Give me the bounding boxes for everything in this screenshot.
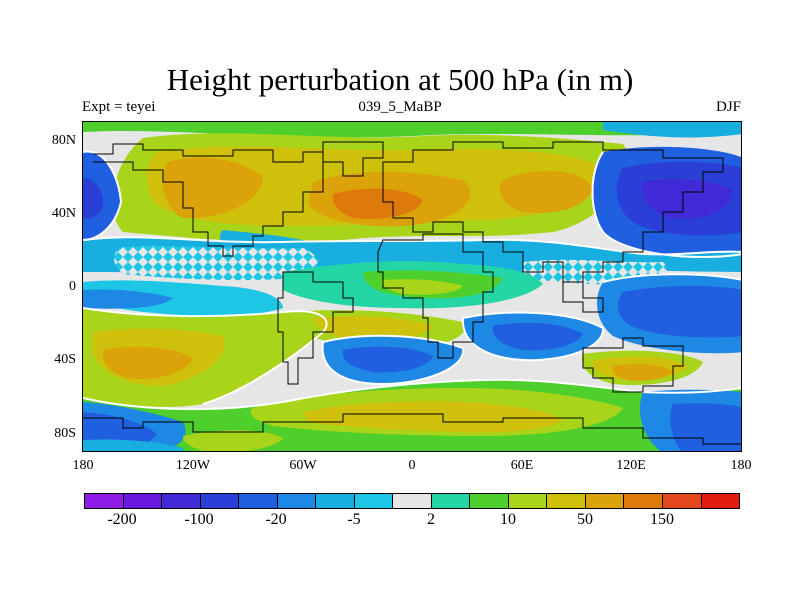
lon-label-60w: 60W	[289, 458, 317, 473]
colorbar-box	[624, 494, 663, 508]
lat-label-0: 0	[69, 279, 76, 294]
colorbar-box	[162, 494, 201, 508]
colorbar-label: -100	[184, 511, 214, 528]
field-tropic-blue-south	[83, 289, 173, 309]
colorbar-box	[585, 494, 625, 508]
contour-lines	[83, 150, 741, 411]
lon-label-0: 0	[408, 458, 416, 473]
coastline-south-america	[277, 271, 354, 385]
colorbar-box	[123, 494, 163, 508]
contour-line	[83, 150, 123, 241]
lat-label-40n: 40N	[51, 206, 76, 221]
field-nh-max-center	[332, 188, 423, 220]
coastline-maritime-continent	[562, 281, 604, 313]
contour-line	[602, 273, 741, 283]
colorbar-box	[277, 494, 317, 508]
continent-outlines	[83, 141, 741, 445]
lon-label-180e: 180	[730, 458, 752, 473]
field-sh-antarctic-lime	[183, 430, 283, 451]
colorbar-box	[470, 494, 509, 508]
field-sh-antarctic-cyan	[83, 439, 183, 451]
contour-line	[461, 311, 605, 362]
colorbar-label: 2	[427, 511, 435, 528]
season-label: DJF	[715, 99, 741, 115]
colorbar-box	[393, 494, 432, 508]
map-canvas	[83, 122, 741, 451]
coastline-eurasia	[382, 141, 724, 283]
experiment-label: Expt = teyei	[82, 99, 156, 115]
field-sh-highlat-gold	[303, 401, 563, 433]
colorbar-label: 150	[650, 511, 674, 528]
period-label: 039_5_MaBP	[358, 99, 442, 115]
contour-line	[83, 307, 328, 405]
contour-line	[591, 151, 741, 259]
field-tropic-stipple	[114, 246, 318, 281]
colorbar-box	[316, 494, 355, 508]
colorbar-label: 50	[577, 511, 593, 528]
colorbar-box	[662, 494, 702, 508]
contour-line	[321, 334, 465, 386]
colorbar-box	[239, 494, 278, 508]
lat-label-80s: 80S	[54, 426, 76, 441]
field-sh-indian-low-core	[492, 322, 583, 351]
field-sh-orange-west	[102, 346, 193, 380]
lon-label-120e: 120E	[616, 458, 646, 473]
lon-label-180w: 180	[72, 458, 94, 473]
colorbar	[84, 493, 740, 509]
colorbar-box	[85, 494, 124, 508]
plot-title: Height perturbation at 500 hPa (in m)	[166, 62, 634, 97]
coastline-africa	[377, 233, 494, 359]
contour-line	[83, 378, 741, 411]
colorbar-label: 10	[500, 511, 516, 528]
coastline-australia	[582, 337, 684, 393]
field-sh-south-atlantic-low-core	[342, 346, 433, 373]
field-sh-antarctic-blue-east-core	[670, 403, 741, 451]
colorbar-box	[354, 494, 394, 508]
colorbar-box	[547, 494, 586, 508]
colorbar-box	[508, 494, 548, 508]
coastline-north-america	[93, 143, 324, 257]
field-arctic-blue	[603, 122, 741, 138]
field-nh-orange-east	[499, 170, 593, 213]
field-nh-pacific-low-east-core	[642, 179, 733, 219]
colorbar-label: -5	[347, 511, 361, 528]
field-nh-orange-west	[162, 157, 263, 219]
coastline-antarctica	[83, 413, 741, 445]
colorbar-box	[431, 494, 471, 508]
field-nh-pacific-low-west-core	[83, 178, 104, 219]
lat-label-40s: 40S	[54, 352, 76, 367]
colorbar-box	[200, 494, 240, 508]
lon-label-60e: 60E	[510, 458, 534, 473]
colorbar-box	[701, 494, 740, 508]
field-sh-pacific-low-core	[617, 285, 741, 338]
colorbar-label: -200	[107, 511, 137, 528]
coastline-greenland	[322, 141, 384, 177]
colorbar-label: -20	[265, 511, 287, 528]
field-arctic-band	[83, 122, 741, 138]
field-sh-orange-east	[612, 364, 673, 381]
lat-label-80n: 80N	[51, 133, 76, 148]
height-perturbation-map	[82, 121, 742, 452]
lon-label-120w: 120W	[175, 458, 211, 473]
field-sh-gold-center	[313, 316, 433, 341]
